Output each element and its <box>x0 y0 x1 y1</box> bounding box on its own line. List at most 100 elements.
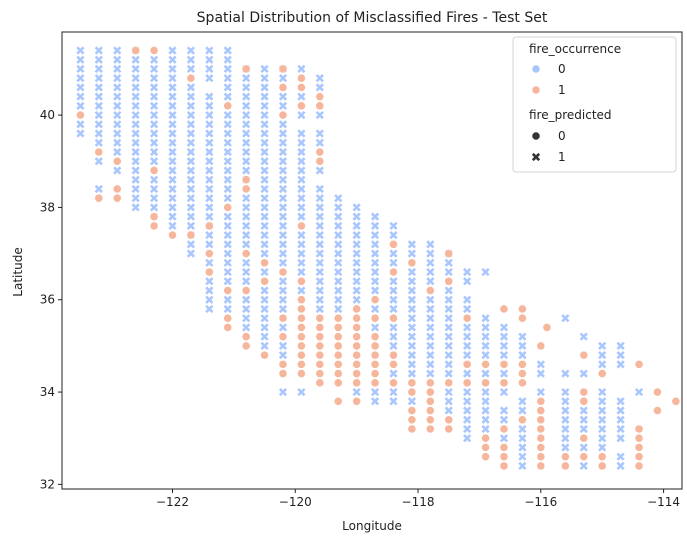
data-point-occ0-pred1 <box>242 157 251 166</box>
data-point-occ1-pred0 <box>112 193 122 203</box>
data-point-occ0-pred1 <box>223 230 232 240</box>
data-point-occ1-pred0 <box>352 378 362 388</box>
data-point-occ0-pred1 <box>334 267 343 277</box>
data-point-occ0-pred1 <box>389 258 398 267</box>
data-point-occ0-pred1 <box>616 452 625 461</box>
data-point-occ0-pred1 <box>149 203 159 212</box>
data-point-occ0-pred1 <box>561 415 570 424</box>
data-point-occ0-pred1 <box>260 286 269 295</box>
data-point-occ1-pred0 <box>149 221 159 231</box>
data-point-occ0-pred1 <box>561 369 570 378</box>
data-point-occ0-pred1 <box>149 55 159 64</box>
data-point-occ0-pred1 <box>113 74 122 83</box>
data-point-occ0-pred1 <box>370 240 380 249</box>
data-point-occ1-pred0 <box>241 332 251 342</box>
data-point-occ0-pred1 <box>315 194 324 203</box>
data-point-occ0-pred1 <box>242 240 251 249</box>
data-point-occ0-pred1 <box>315 240 324 249</box>
data-point-occ0-pred1 <box>186 83 196 92</box>
data-point-occ1-pred0 <box>333 323 343 332</box>
data-point-occ1-pred0 <box>653 387 662 397</box>
data-point-occ1-pred0 <box>352 304 362 314</box>
data-point-occ1-pred0 <box>634 443 644 452</box>
data-point-occ0-pred1 <box>278 194 288 203</box>
data-point-occ0-pred1 <box>297 240 306 249</box>
data-point-occ0-pred1 <box>131 92 140 101</box>
data-point-occ0-pred1 <box>426 341 435 351</box>
data-point-occ1-pred0 <box>499 378 509 388</box>
data-point-occ0-pred1 <box>260 332 269 341</box>
data-point-occ0-pred1 <box>463 406 472 415</box>
data-point-occ0-pred1 <box>94 92 103 101</box>
data-point-occ1-pred0 <box>499 443 509 452</box>
data-point-occ0-pred1 <box>370 221 380 230</box>
data-point-occ0-pred1 <box>242 110 251 120</box>
data-point-occ0-pred1 <box>499 351 509 360</box>
data-point-occ0-pred1 <box>186 120 196 129</box>
data-point-occ0-pred1 <box>242 120 251 129</box>
data-point-occ1-pred0 <box>94 193 104 203</box>
data-point-occ1-pred0 <box>241 64 251 74</box>
data-point-occ0-pred1 <box>407 277 417 286</box>
data-point-occ0-pred1 <box>205 295 214 304</box>
data-point-occ1-pred0 <box>370 313 380 323</box>
data-point-occ0-pred1 <box>278 157 288 166</box>
data-point-occ0-pred1 <box>223 83 232 92</box>
data-point-occ0-pred1 <box>76 129 85 138</box>
data-point-occ1-pred0 <box>315 323 325 332</box>
data-point-occ0-pred1 <box>149 101 159 110</box>
data-point-occ0-pred1 <box>463 304 472 314</box>
data-point-occ0-pred1 <box>260 175 269 184</box>
data-point-occ0-pred1 <box>389 341 398 351</box>
data-point-occ0-pred1 <box>561 387 570 397</box>
data-point-occ1-pred0 <box>149 46 159 55</box>
data-point-occ1-pred0 <box>634 452 644 462</box>
data-point-occ0-pred1 <box>352 221 361 230</box>
data-point-occ1-pred0 <box>297 359 306 369</box>
data-point-occ1-pred0 <box>444 276 454 286</box>
data-point-occ0-pred1 <box>579 461 588 471</box>
data-point-occ1-pred0 <box>186 73 196 83</box>
data-point-occ0-pred1 <box>370 230 380 240</box>
data-point-occ1-pred0 <box>260 350 269 360</box>
data-point-occ0-pred1 <box>334 286 343 295</box>
data-point-occ0-pred1 <box>131 138 140 147</box>
data-point-occ0-pred1 <box>168 147 177 157</box>
data-point-occ1-pred0 <box>260 258 269 268</box>
data-point-occ0-pred1 <box>186 129 196 138</box>
data-point-occ1-pred0 <box>333 350 343 360</box>
data-point-occ0-pred1 <box>149 147 159 157</box>
data-point-occ0-pred1 <box>561 434 570 443</box>
data-point-occ0-pred1 <box>260 240 269 249</box>
data-point-occ0-pred1 <box>444 369 453 378</box>
data-point-occ0-pred1 <box>598 360 607 369</box>
data-point-occ0-pred1 <box>94 184 103 194</box>
data-point-occ1-pred0 <box>278 267 288 277</box>
data-point-occ1-pred0 <box>634 461 644 471</box>
data-point-occ0-pred1 <box>278 166 288 175</box>
data-point-occ0-pred1 <box>561 443 570 452</box>
data-point-occ0-pred1 <box>242 194 251 203</box>
data-point-occ0-pred1 <box>334 221 343 230</box>
data-point-occ0-pred1 <box>499 369 509 378</box>
data-point-occ0-pred1 <box>205 184 214 194</box>
data-point-occ1-pred0 <box>634 359 644 369</box>
data-point-occ0-pred1 <box>315 249 324 258</box>
data-point-occ1-pred0 <box>297 73 306 83</box>
data-point-occ0-pred1 <box>389 221 398 230</box>
data-point-occ0-pred1 <box>205 286 214 295</box>
data-point-occ0-pred1 <box>168 166 177 175</box>
data-point-occ0-pred1 <box>352 267 361 277</box>
data-point-occ0-pred1 <box>242 166 251 175</box>
data-point-occ1-pred0 <box>315 359 325 369</box>
data-point-occ1-pred0 <box>444 249 454 258</box>
data-point-occ0-pred1 <box>278 184 288 194</box>
data-point-occ0-pred1 <box>370 277 380 286</box>
legend: fire_occurrence 0 1 fire_predicted 0 1 <box>512 36 677 173</box>
data-point-occ0-pred1 <box>149 194 159 203</box>
data-point-occ0-pred1 <box>113 92 122 101</box>
data-point-occ0-pred1 <box>297 138 306 147</box>
data-point-occ0-pred1 <box>131 203 140 212</box>
data-point-occ0-pred1 <box>149 138 159 147</box>
data-point-occ0-pred1 <box>616 397 625 406</box>
